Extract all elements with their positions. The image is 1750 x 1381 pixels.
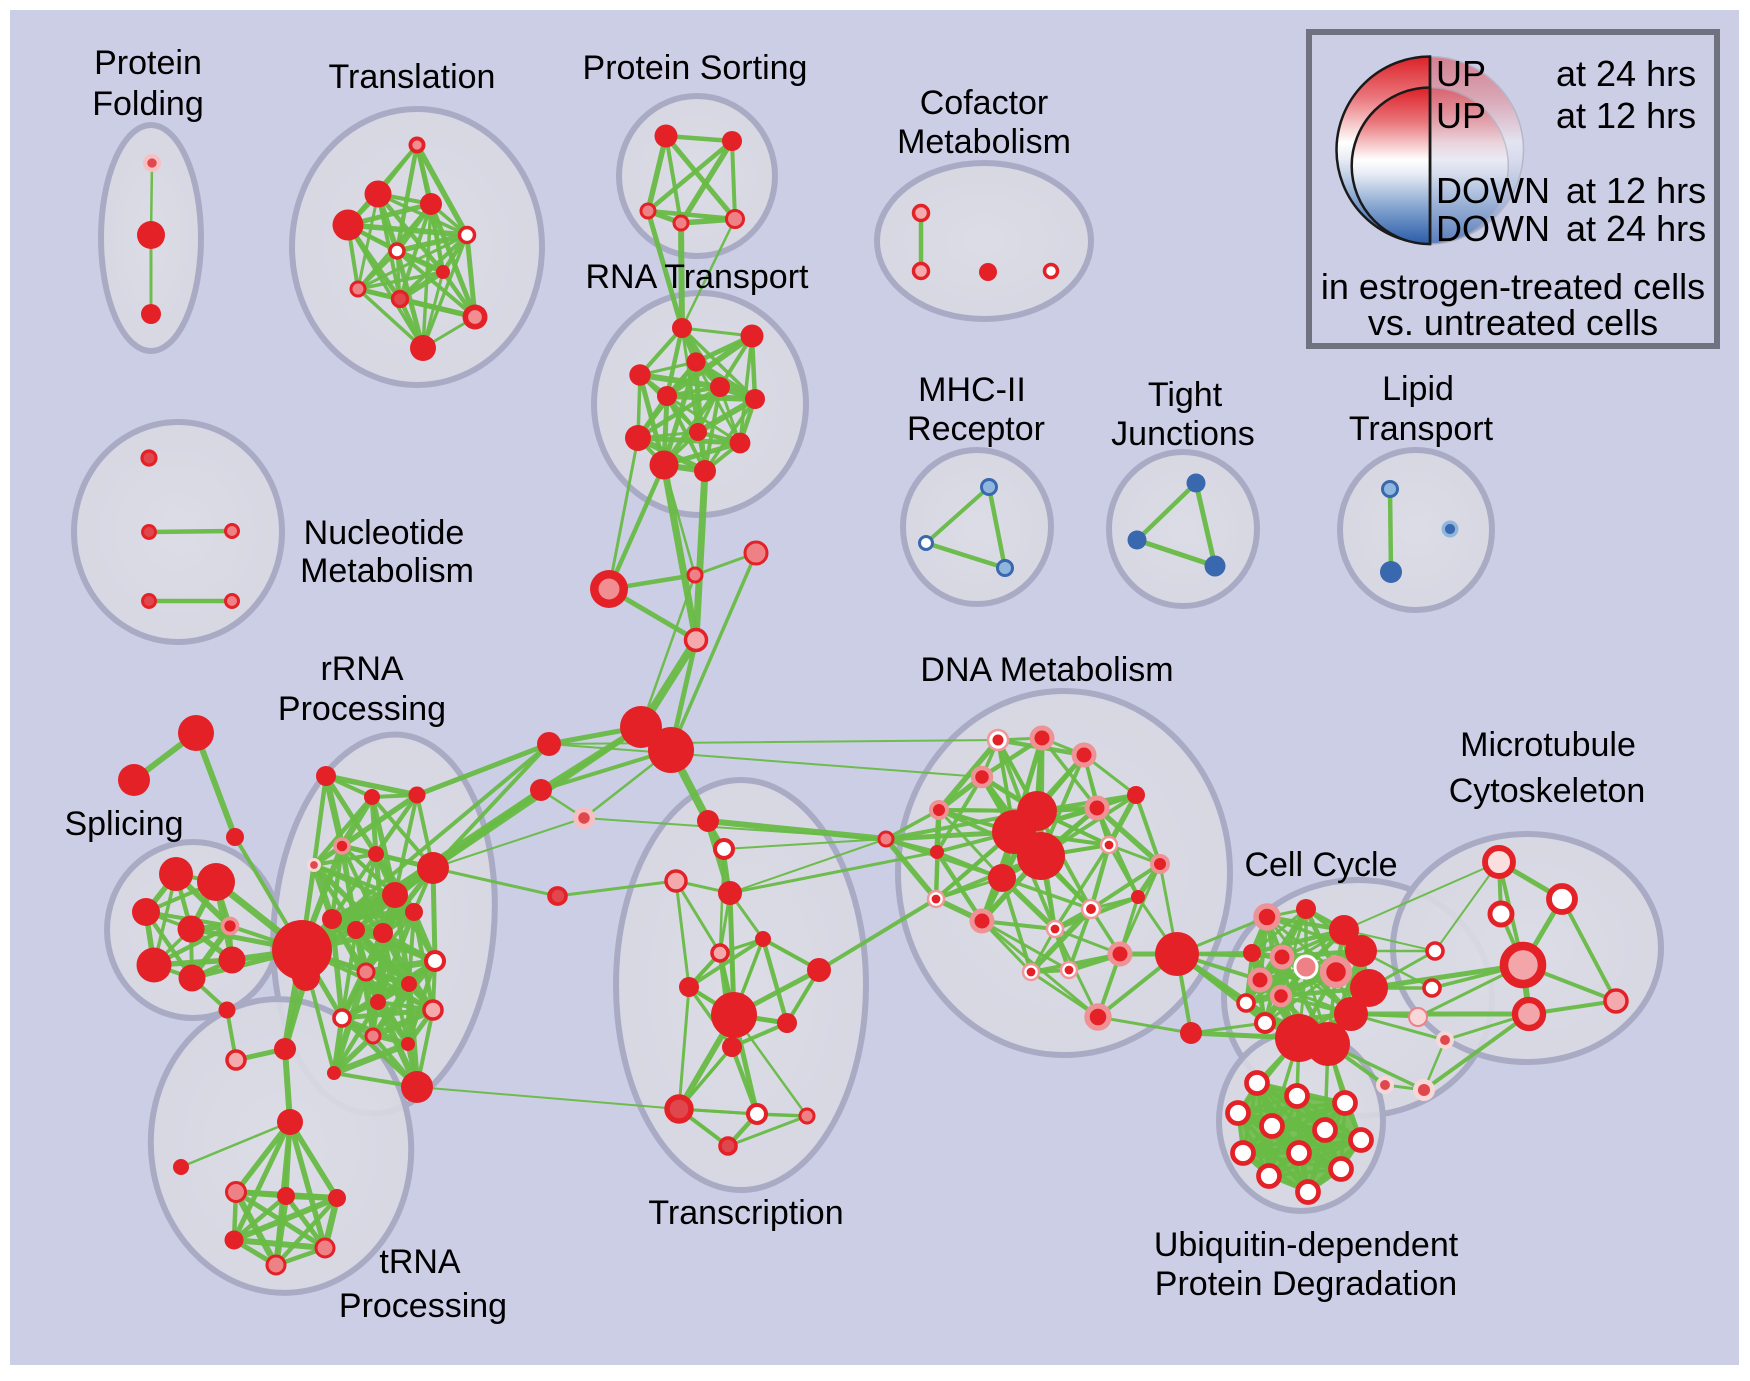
svg-text:MHC-II: MHC-II xyxy=(918,371,1026,409)
svg-text:Microtubule: Microtubule xyxy=(1460,726,1636,764)
svg-text:Cytoskeleton: Cytoskeleton xyxy=(1449,772,1646,810)
svg-text:at 24 hrs: at 24 hrs xyxy=(1556,53,1696,94)
svg-text:Junctions: Junctions xyxy=(1111,415,1255,453)
svg-text:RNA Transport: RNA Transport xyxy=(586,258,810,296)
svg-text:Tight: Tight xyxy=(1148,376,1223,414)
svg-text:Lipid: Lipid xyxy=(1382,370,1454,408)
svg-text:DNA Metabolism: DNA Metabolism xyxy=(920,651,1173,689)
svg-text:vs. untreated cells: vs. untreated cells xyxy=(1368,302,1658,343)
svg-text:Transport: Transport xyxy=(1349,410,1494,448)
svg-text:Splicing: Splicing xyxy=(64,805,183,843)
svg-text:tRNA: tRNA xyxy=(379,1243,461,1281)
svg-text:Nucleotide: Nucleotide xyxy=(304,514,465,552)
svg-text:at 12 hrs: at 12 hrs xyxy=(1556,95,1696,136)
svg-text:Folding: Folding xyxy=(92,85,204,123)
svg-text:DOWN: DOWN xyxy=(1436,170,1550,211)
svg-text:Cell Cycle: Cell Cycle xyxy=(1244,846,1397,884)
svg-text:Protein Sorting: Protein Sorting xyxy=(583,49,808,87)
svg-text:Ubiquitin-dependent: Ubiquitin-dependent xyxy=(1154,1226,1459,1264)
svg-text:at 24 hrs: at 24 hrs xyxy=(1566,208,1706,249)
svg-text:DOWN: DOWN xyxy=(1436,208,1550,249)
svg-text:Transcription: Transcription xyxy=(648,1194,843,1232)
svg-text:at 12 hrs: at 12 hrs xyxy=(1566,170,1706,211)
svg-text:UP: UP xyxy=(1436,95,1486,136)
svg-text:Processing: Processing xyxy=(339,1287,507,1325)
svg-text:in estrogen-treated cells: in estrogen-treated cells xyxy=(1321,266,1705,307)
svg-text:rRNA: rRNA xyxy=(320,650,403,688)
svg-text:Translation: Translation xyxy=(329,58,496,96)
svg-text:Protein Degradation: Protein Degradation xyxy=(1155,1265,1457,1303)
svg-text:Receptor: Receptor xyxy=(907,410,1045,448)
svg-text:Cofactor: Cofactor xyxy=(920,84,1049,122)
svg-text:Metabolism: Metabolism xyxy=(897,123,1071,161)
svg-text:Metabolism: Metabolism xyxy=(300,552,474,590)
svg-text:Processing: Processing xyxy=(278,690,446,728)
svg-text:UP: UP xyxy=(1436,53,1486,94)
svg-text:Protein: Protein xyxy=(94,44,202,82)
